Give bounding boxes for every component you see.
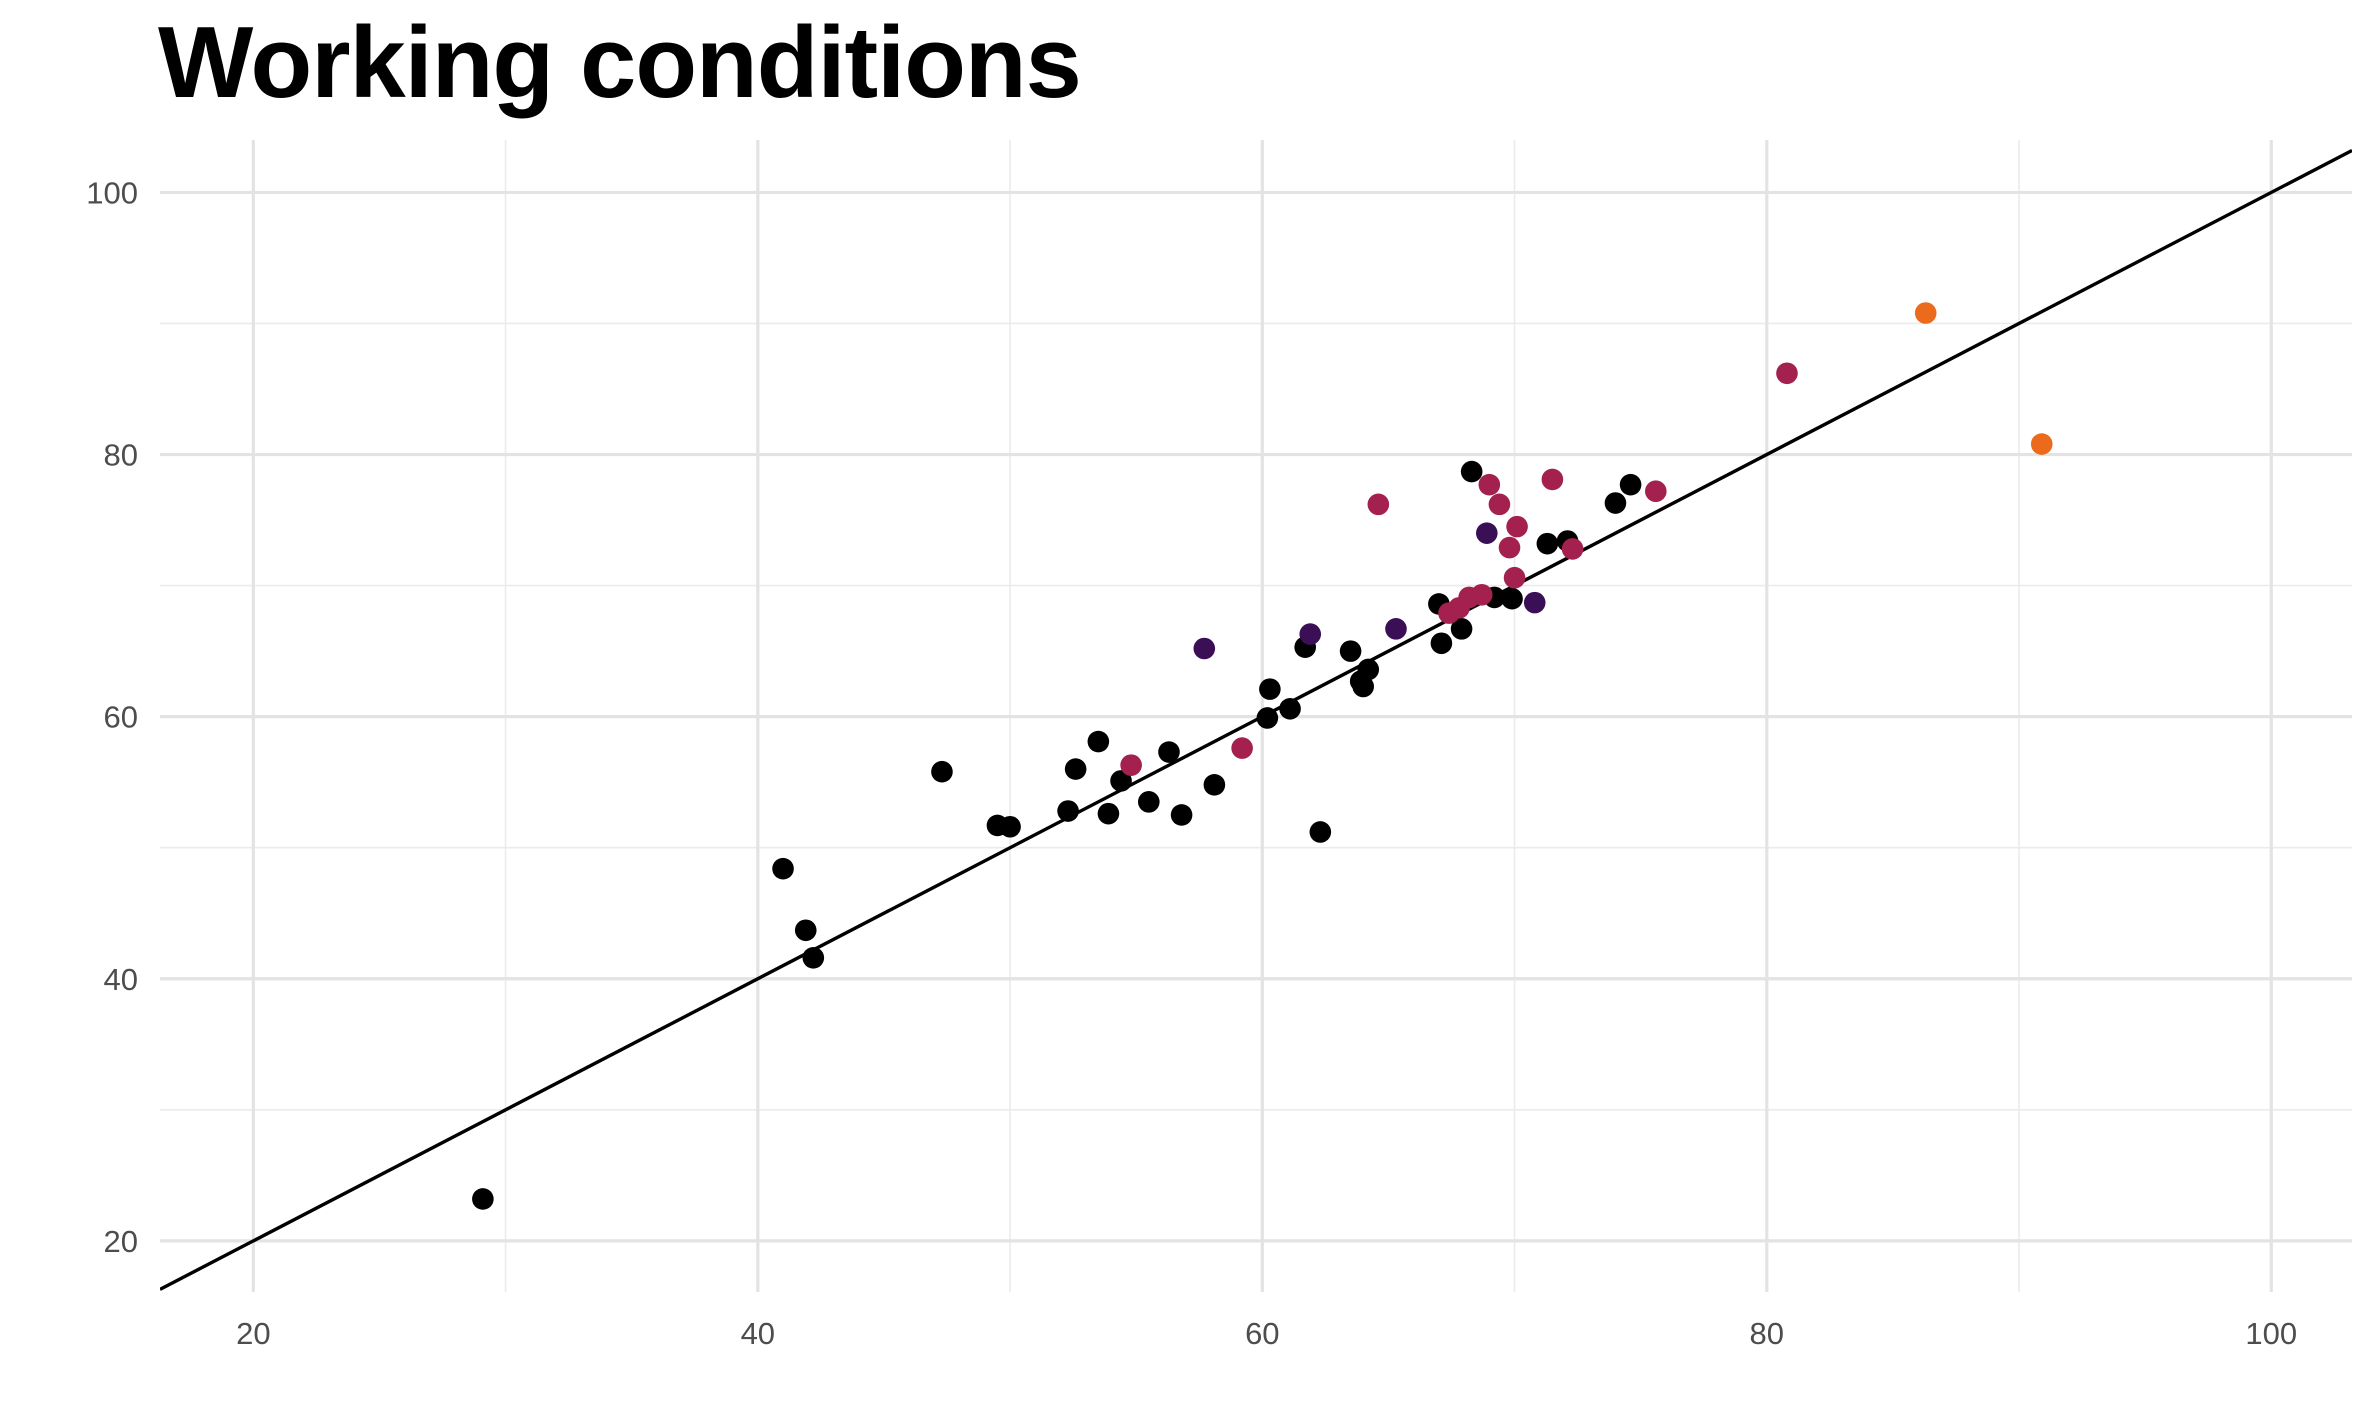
data-point-black: [1064, 758, 1087, 780]
points-layer: [472, 302, 2053, 1210]
data-point-crimson: [1541, 468, 1564, 491]
x-tick-label: 80: [1750, 1316, 1784, 1351]
data-point-indigo: [1476, 522, 1498, 544]
data-point-crimson: [1478, 473, 1501, 496]
data-point-black: [772, 857, 794, 880]
data-point-crimson: [1120, 754, 1142, 776]
data-point-black: [1309, 821, 1332, 843]
data-point-black: [1352, 675, 1375, 698]
reference-line-layer: [160, 148, 2352, 1291]
data-point-black: [1619, 473, 1642, 496]
data-point-indigo: [1299, 623, 1322, 645]
x-tick-label: 20: [236, 1316, 270, 1351]
chart-title: Working conditions: [158, 7, 1082, 119]
data-point-black: [931, 760, 953, 783]
data-point-orange: [1914, 302, 1937, 324]
data-point-black: [1259, 678, 1281, 700]
data-point-crimson: [1470, 583, 1493, 606]
data-point-black: [1450, 618, 1473, 640]
data-point-black: [1110, 770, 1132, 792]
data-point-indigo: [1385, 618, 1407, 640]
data-point-crimson: [1645, 480, 1667, 503]
data-point-black: [1097, 802, 1120, 825]
data-point-indigo: [1523, 591, 1546, 614]
data-point-crimson: [1367, 493, 1390, 516]
data-point-black: [1279, 697, 1301, 720]
y-tick-label: 20: [104, 1224, 138, 1259]
identity-reference-line: [160, 148, 2352, 1291]
data-point-crimson: [1503, 566, 1526, 589]
data-point-black: [1357, 658, 1380, 681]
x-tick-label: 40: [741, 1316, 775, 1351]
data-point-crimson: [1506, 515, 1528, 538]
data-point-black: [1057, 800, 1079, 822]
y-tick-label: 80: [104, 438, 138, 473]
data-point-indigo: [1193, 637, 1216, 660]
data-point-black: [1087, 730, 1110, 753]
y-tick-label: 100: [86, 175, 138, 210]
y-axis-tick-labels: 20 40 60 80 100: [86, 175, 138, 1258]
data-point-crimson: [1561, 538, 1584, 560]
data-point-black: [794, 919, 817, 942]
x-tick-label: 100: [2245, 1316, 2297, 1351]
data-point-black: [1430, 632, 1453, 655]
data-point-black: [1339, 640, 1362, 662]
x-tick-label: 60: [1245, 1316, 1279, 1351]
data-point-black: [472, 1188, 494, 1210]
data-point-black: [1256, 707, 1279, 729]
data-point-black: [999, 815, 1021, 838]
data-point-crimson: [1231, 737, 1253, 759]
data-point-crimson: [1488, 493, 1511, 516]
data-point-black: [802, 947, 825, 969]
data-point-black: [1203, 774, 1226, 796]
data-point-black: [1158, 741, 1180, 763]
data-point-black: [1501, 587, 1523, 610]
data-point-orange: [2030, 433, 2053, 455]
x-axis-tick-labels: 20 40 60 80 100: [236, 1316, 2297, 1351]
data-point-black: [1604, 492, 1627, 514]
data-point-black: [1170, 804, 1193, 826]
y-tick-label: 40: [104, 962, 138, 997]
data-point-black: [1137, 791, 1160, 813]
data-point-crimson: [1498, 536, 1521, 559]
data-point-crimson: [1776, 362, 1798, 385]
data-point-black: [1536, 532, 1559, 555]
y-tick-label: 60: [104, 700, 138, 735]
data-point-black: [1460, 460, 1483, 483]
